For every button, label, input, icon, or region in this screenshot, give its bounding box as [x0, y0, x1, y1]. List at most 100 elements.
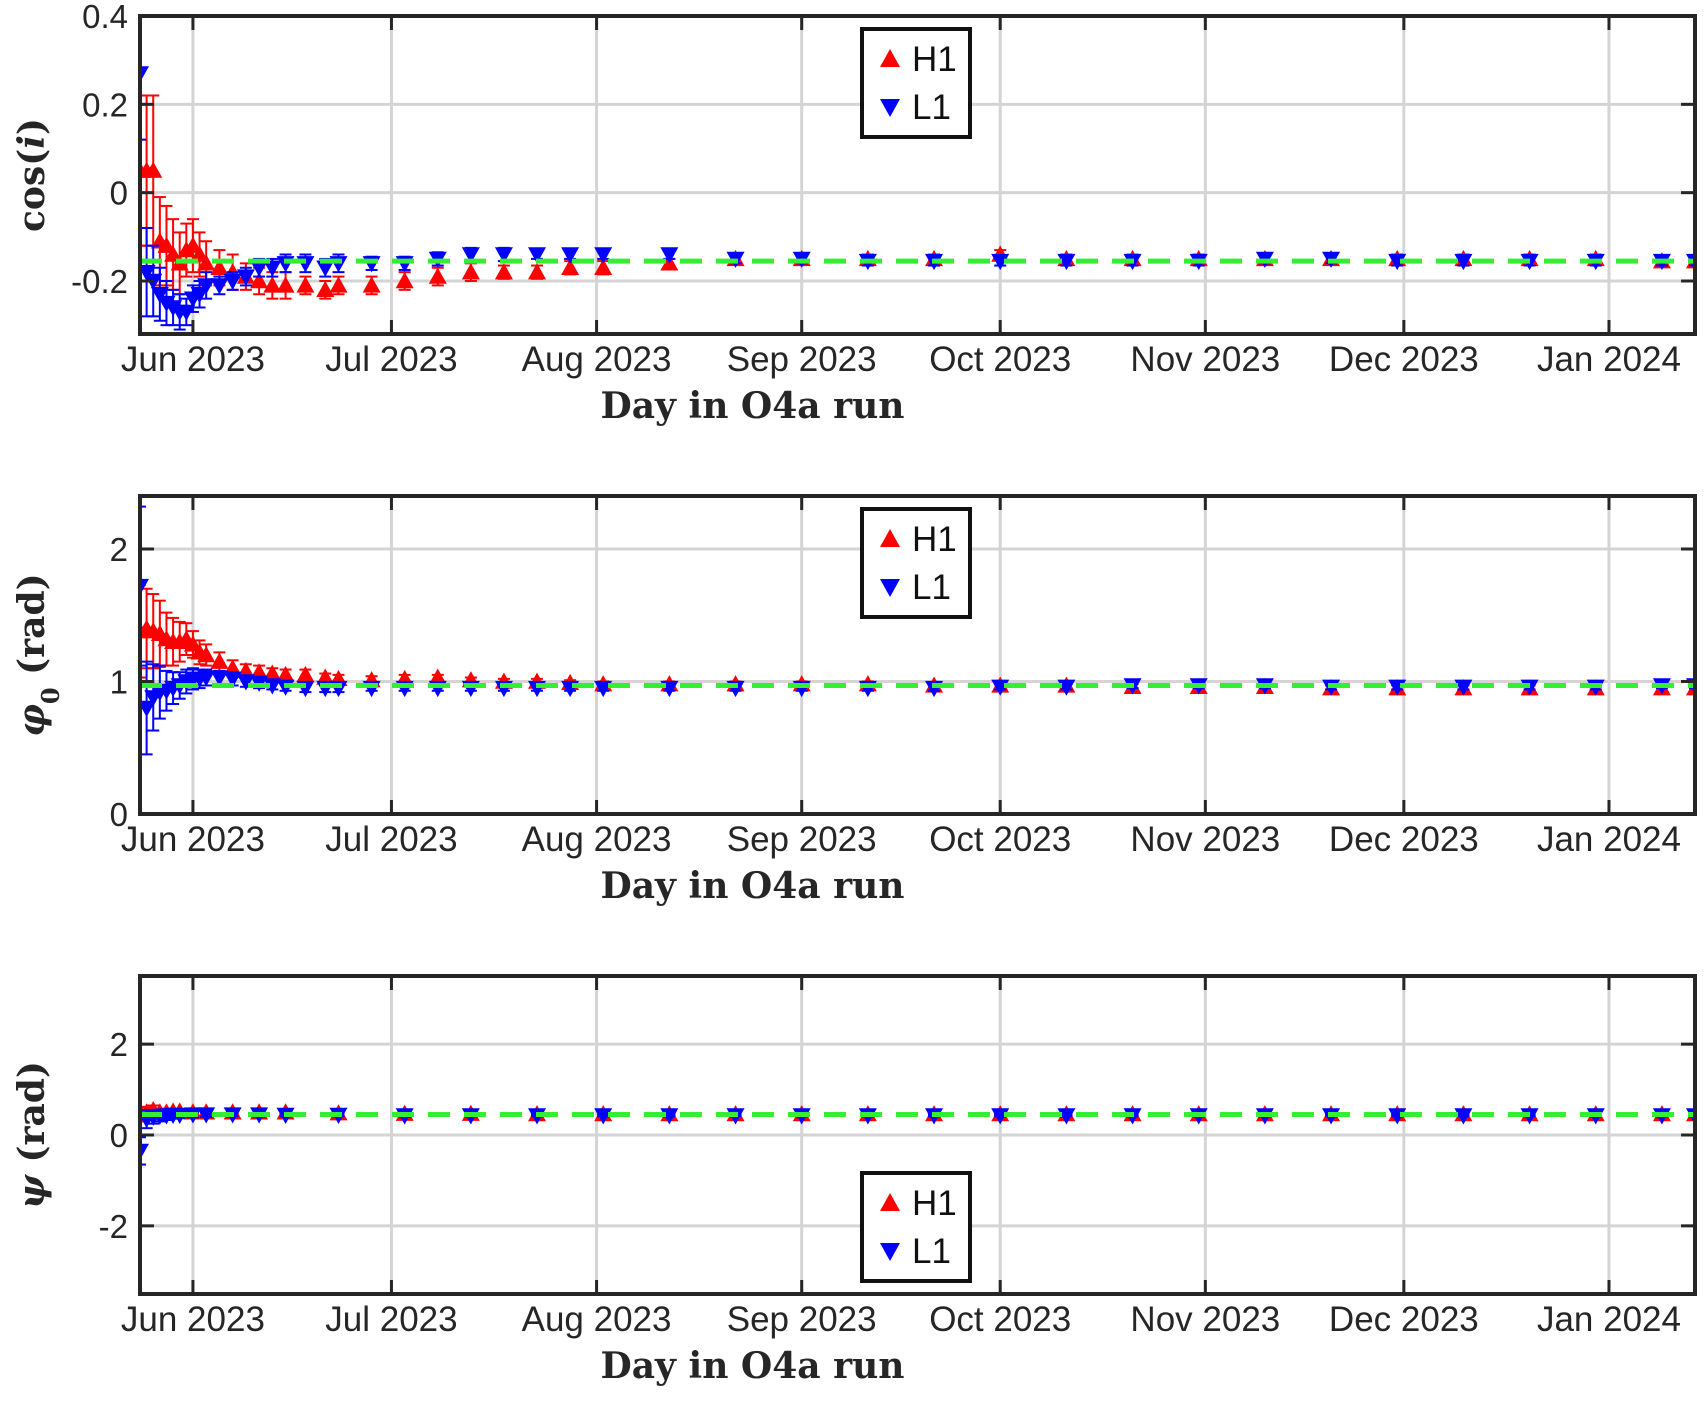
y-tick-label: -2 — [99, 1208, 128, 1245]
x-tick-label: Oct 2023 — [929, 1300, 1071, 1339]
y-tick-label: 0 — [110, 175, 128, 212]
x-tick-label: Aug 2023 — [522, 1300, 672, 1339]
data-point-l1 — [190, 287, 209, 304]
data-point-h1 — [197, 254, 216, 271]
y-axis-label: ψ (rad) — [11, 1061, 53, 1209]
data-point-h1 — [263, 664, 282, 681]
legend-label-h1: H1 — [912, 1184, 957, 1223]
x-axis-label: Day in O4a run — [601, 1345, 905, 1387]
y-tick-label: 0.4 — [82, 0, 128, 35]
data-point-l1 — [140, 66, 149, 83]
data-point-l1 — [660, 247, 679, 264]
legend-label-l1: L1 — [912, 1232, 951, 1271]
x-tick-label: Dec 2023 — [1329, 1300, 1479, 1339]
data-point-h1 — [190, 245, 209, 262]
legend-box — [860, 1171, 972, 1283]
data-point-h1 — [210, 258, 229, 275]
data-point-l1 — [991, 253, 1010, 271]
data-point-h1 — [250, 272, 269, 289]
x-tick-label: Dec 2023 — [1329, 820, 1479, 859]
data-point-h1 — [296, 665, 315, 683]
x-tick-label: Jun 2023 — [121, 820, 265, 859]
x-tick-label: Oct 2023 — [929, 820, 1071, 859]
data-point-l1 — [1454, 1108, 1473, 1125]
data-point-h1 — [250, 663, 269, 680]
data-point-h1 — [316, 668, 335, 685]
data-point-l1 — [197, 278, 216, 295]
x-tick-label: Jun 2023 — [121, 1300, 265, 1339]
data-point-l1 — [236, 269, 255, 286]
x-tick-label: Jan 2024 — [1537, 340, 1681, 379]
data-point-l1 — [223, 273, 242, 290]
y-tick-label: 0.2 — [82, 86, 128, 123]
data-point-l1 — [594, 680, 613, 698]
data-point-l1 — [210, 670, 229, 687]
x-tick-label: Nov 2023 — [1130, 340, 1280, 379]
x-tick-label: Jul 2023 — [325, 1300, 457, 1339]
data-point-l1 — [236, 674, 255, 691]
data-point-l1 — [263, 678, 282, 695]
data-point-h1 — [296, 276, 315, 293]
x-axis-label: Day in O4a run — [601, 385, 905, 427]
x-tick-label: Sep 2023 — [727, 1300, 877, 1339]
y-tick-label: 0 — [110, 796, 128, 833]
data-point-h1 — [197, 646, 216, 663]
legend-marker-h1 — [880, 1193, 900, 1211]
data-point-h1 — [183, 236, 202, 253]
data-point-h1 — [276, 276, 295, 293]
x-tick-label: Aug 2023 — [522, 340, 672, 379]
data-point-l1 — [150, 287, 169, 304]
x-tick-label: Jan 2024 — [1537, 1300, 1681, 1339]
data-point-l1 — [210, 278, 229, 295]
data-layer — [140, 505, 1695, 756]
data-point-h1 — [561, 258, 580, 275]
x-tick-label: Jun 2023 — [121, 340, 265, 379]
data-point-h1 — [1686, 679, 1695, 696]
data-point-h1 — [316, 280, 335, 298]
data-layer — [140, 16, 1695, 331]
legend-marker-h1 — [880, 529, 900, 547]
x-tick-label: Dec 2023 — [1329, 340, 1479, 379]
data-point-l1 — [528, 247, 547, 264]
y-axis-label: cos(i) — [11, 118, 53, 232]
legend-marker-l1 — [880, 99, 900, 117]
data-point-l1 — [140, 1143, 149, 1160]
panel-middle: Jun 2023 Jul 2023 Aug 2023 Sep 2023 Oct 2023… — [11, 494, 1697, 907]
y-tick-label: 2 — [110, 1026, 128, 1063]
data-point-l1 — [1454, 253, 1473, 271]
data-point-l1 — [1388, 253, 1407, 271]
y-tick-label: 2 — [110, 531, 128, 568]
legend-label-l1: L1 — [912, 88, 951, 127]
data-point-h1 — [210, 652, 229, 669]
legend-marker-l1 — [880, 579, 900, 597]
data-point-h1 — [157, 236, 176, 253]
data-point-h1 — [329, 276, 348, 293]
data-point-h1 — [428, 668, 447, 685]
data-point-l1 — [197, 1107, 216, 1124]
legend-label-h1: H1 — [912, 40, 957, 79]
axes-box — [138, 494, 1697, 816]
legend-marker-l1 — [880, 1243, 900, 1261]
data-point-l1 — [140, 264, 156, 282]
data-point-h1 — [164, 245, 183, 262]
y-axis-label: φ0 (rad) — [11, 573, 65, 736]
data-point-l1 — [177, 304, 196, 321]
data-point-h1 — [236, 661, 255, 679]
data-point-l1 — [316, 260, 335, 277]
x-tick-label: Jul 2023 — [325, 340, 457, 379]
data-point-h1 — [263, 276, 282, 293]
data-point-l1 — [1454, 679, 1473, 696]
data-point-l1 — [494, 247, 513, 264]
data-point-l1 — [197, 670, 216, 687]
data-point-h1 — [395, 272, 414, 289]
legend-box — [860, 507, 972, 619]
x-tick-label: Sep 2023 — [727, 340, 877, 379]
data-point-l1 — [561, 247, 580, 264]
x-axis-label: Day in O4a run — [601, 865, 905, 907]
x-tick-label: Nov 2023 — [1130, 1300, 1280, 1339]
data-point-h1 — [276, 665, 295, 683]
